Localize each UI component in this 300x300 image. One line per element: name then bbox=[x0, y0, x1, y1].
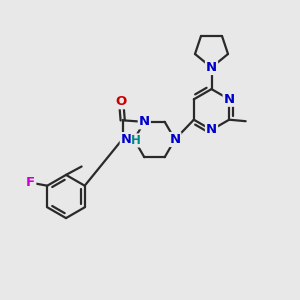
Text: N: N bbox=[224, 93, 235, 106]
Text: N: N bbox=[169, 133, 181, 146]
Text: N: N bbox=[206, 61, 217, 74]
Text: N: N bbox=[206, 123, 217, 136]
Text: N: N bbox=[139, 115, 150, 128]
Text: O: O bbox=[116, 95, 127, 108]
Text: N: N bbox=[121, 133, 132, 146]
Text: F: F bbox=[26, 176, 35, 189]
Text: H: H bbox=[131, 134, 141, 147]
